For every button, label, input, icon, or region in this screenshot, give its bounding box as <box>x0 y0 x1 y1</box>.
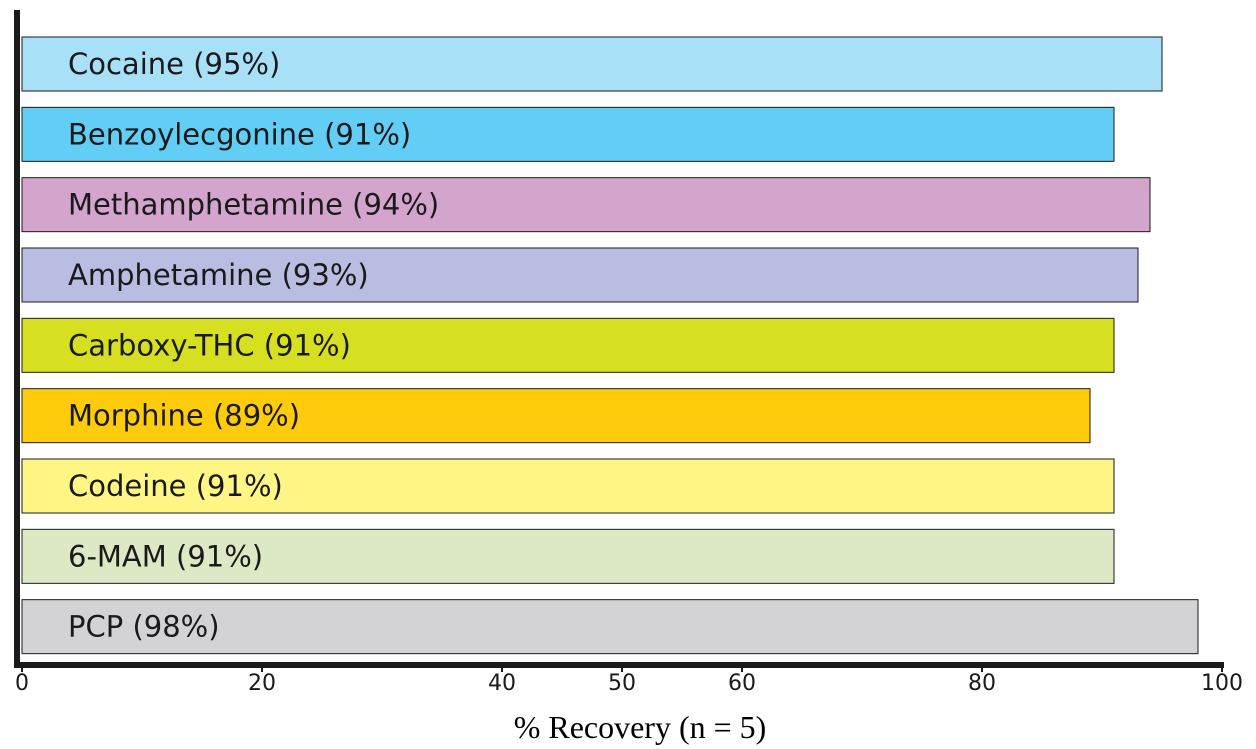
bars-group: Cocaine (95%) Benzoylecgonine (91%) Metham… <box>21 36 1199 655</box>
x-ticks-group: 0 20 40 50 60 80 100 <box>15 662 1243 696</box>
bar-label: Methamphetamine (94%) <box>68 188 439 222</box>
bar <box>21 36 1163 92</box>
bar <box>21 388 1091 444</box>
x-tick-label: 60 <box>728 671 756 696</box>
bar-label: Benzoylecgonine (91%) <box>68 117 411 151</box>
bar-label: Cocaine (95%) <box>68 47 280 81</box>
bar <box>21 317 1115 373</box>
bar-label: 6-MAM (91%) <box>68 539 263 573</box>
bar-label: Codeine (91%) <box>68 469 283 503</box>
bar-label: Amphetamine (93%) <box>68 258 369 292</box>
x-tick-label: 100 <box>1201 671 1243 696</box>
x-axis-title: % Recovery (n = 5) <box>514 709 767 745</box>
x-tick-label: 50 <box>608 671 636 696</box>
bar <box>21 177 1151 233</box>
bar <box>21 458 1115 514</box>
bar <box>21 528 1115 584</box>
bar-label: PCP (98%) <box>68 610 220 644</box>
bar <box>21 599 1199 655</box>
bar-label: Morphine (89%) <box>68 399 300 433</box>
x-tick-label: 20 <box>248 671 276 696</box>
bar <box>21 247 1139 303</box>
bar <box>21 106 1115 162</box>
x-tick-label: 0 <box>15 671 29 696</box>
x-tick-label: 80 <box>968 671 996 696</box>
axes-group <box>14 10 1224 668</box>
x-tick-label: 40 <box>488 671 516 696</box>
bar-label: Carboxy-THC (91%) <box>68 328 351 362</box>
